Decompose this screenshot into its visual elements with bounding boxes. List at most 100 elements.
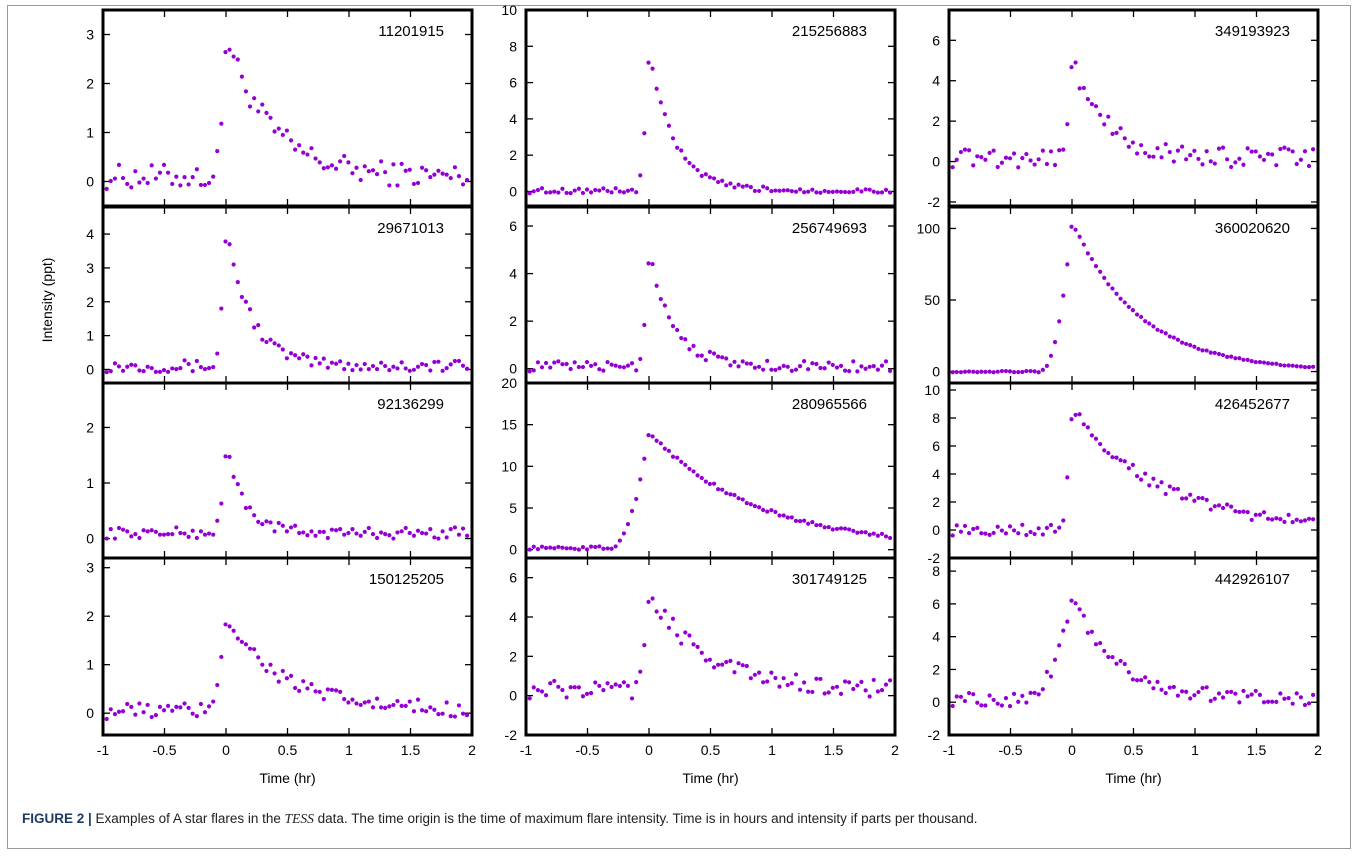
data-point xyxy=(301,150,306,155)
data-point xyxy=(1098,112,1103,117)
data-point xyxy=(1200,348,1205,353)
data-point xyxy=(987,369,992,374)
data-point xyxy=(1102,122,1107,127)
data-point xyxy=(358,533,363,538)
data-point xyxy=(456,358,462,364)
data-point xyxy=(407,530,412,536)
figure-frame xyxy=(7,5,1351,849)
data-point xyxy=(662,112,667,117)
data-point xyxy=(670,324,676,329)
data-point xyxy=(1282,363,1287,368)
data-point xyxy=(182,174,187,180)
data-point xyxy=(1118,658,1123,664)
y-tick-label: 4 xyxy=(932,73,940,89)
data-point xyxy=(675,455,680,460)
data-point xyxy=(572,188,577,193)
data-point xyxy=(650,66,655,71)
data-point xyxy=(1065,619,1070,624)
data-point xyxy=(773,367,778,373)
data-point xyxy=(687,160,692,166)
data-point xyxy=(362,529,367,534)
data-point xyxy=(576,364,581,370)
data-point xyxy=(284,356,289,361)
data-point xyxy=(548,190,553,195)
data-point xyxy=(707,175,712,180)
data-point xyxy=(108,527,113,532)
data-point xyxy=(983,703,988,708)
data-point xyxy=(999,703,1004,708)
data-point xyxy=(1212,504,1217,509)
data-point xyxy=(966,369,972,374)
data-point xyxy=(748,676,753,681)
data-point xyxy=(297,530,302,536)
data-point xyxy=(793,189,799,194)
data-point xyxy=(206,366,212,371)
data-point xyxy=(309,681,314,687)
data-point xyxy=(1294,364,1299,369)
data-point xyxy=(556,544,561,550)
data-point xyxy=(539,689,545,694)
data-point xyxy=(560,545,565,550)
data-point xyxy=(527,191,532,196)
data-point xyxy=(383,532,388,537)
data-point xyxy=(552,360,557,365)
data-point xyxy=(654,609,659,614)
data-point xyxy=(1204,497,1209,502)
data-point xyxy=(1171,487,1176,492)
data-point xyxy=(1163,331,1168,336)
data-point xyxy=(411,533,417,538)
data-point xyxy=(720,355,725,360)
data-point xyxy=(724,659,729,665)
data-point xyxy=(1184,689,1189,694)
data-point xyxy=(732,185,737,190)
data-point xyxy=(593,362,598,367)
data-point xyxy=(1216,691,1222,696)
data-point xyxy=(646,432,651,438)
data-point xyxy=(186,705,191,710)
data-point xyxy=(1143,675,1148,680)
data-point xyxy=(120,709,126,714)
data-point xyxy=(350,527,355,532)
data-point xyxy=(1167,149,1172,155)
data-point xyxy=(379,705,384,710)
data-point xyxy=(227,47,232,52)
data-point xyxy=(231,262,236,267)
y-tick-label: 0 xyxy=(86,174,94,190)
data-point xyxy=(338,527,343,532)
data-point xyxy=(1069,224,1074,229)
data-point xyxy=(120,175,126,181)
y-tick-label: 2 xyxy=(932,113,940,129)
data-point xyxy=(826,690,831,695)
data-point xyxy=(321,697,326,702)
data-point xyxy=(806,689,811,694)
data-point xyxy=(806,367,811,372)
data-point xyxy=(740,497,745,502)
data-point xyxy=(379,530,384,535)
data-point xyxy=(1216,146,1222,151)
panel-label: 92136299 xyxy=(377,396,444,413)
data-point xyxy=(773,188,778,193)
data-point xyxy=(781,513,786,518)
data-point xyxy=(178,705,183,710)
data-point xyxy=(613,186,618,191)
data-point xyxy=(1220,352,1226,358)
data-point xyxy=(1245,146,1250,151)
data-point xyxy=(194,535,199,541)
data-point xyxy=(617,538,622,543)
data-point xyxy=(556,190,561,195)
data-point xyxy=(411,181,417,187)
data-point xyxy=(752,188,758,194)
data-point xyxy=(104,186,109,191)
data-point xyxy=(1245,694,1250,699)
data-point xyxy=(1032,690,1037,695)
y-tick-label: 1 xyxy=(86,125,94,141)
data-point xyxy=(313,156,318,161)
data-point xyxy=(419,530,425,536)
data-point xyxy=(1212,696,1217,701)
data-point xyxy=(1298,364,1304,369)
data-point xyxy=(1159,687,1164,692)
data-point xyxy=(215,518,220,523)
data-point xyxy=(588,190,594,195)
data-point xyxy=(231,54,236,59)
data-point xyxy=(157,704,163,709)
